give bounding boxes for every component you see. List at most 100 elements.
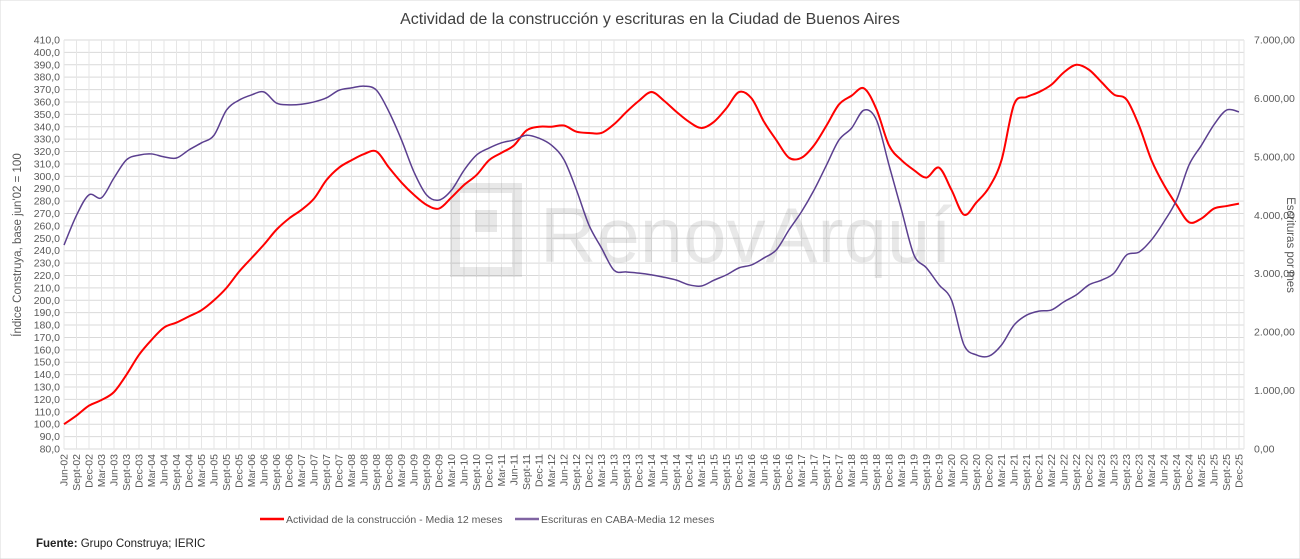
y-left-tick-label: 210,0 xyxy=(34,282,60,294)
legend-label-construccion: Actividad de la construcción - Media 12 … xyxy=(286,514,503,526)
x-tick-label: Sept-07 xyxy=(321,454,333,491)
x-tick-label: Jun-11 xyxy=(509,454,521,485)
y-left-tick-label: 80,0 xyxy=(40,444,61,456)
y-left-tick-label: 370,0 xyxy=(34,84,60,96)
y-left-tick-label: 300,0 xyxy=(34,171,60,183)
y-axis-right-label: Escrituras por mes xyxy=(1284,197,1296,293)
x-tick-label: Sept-11 xyxy=(521,454,533,490)
y-right-tick-label: 5.000,00 xyxy=(1254,151,1295,163)
y-left-tick-label: 310,0 xyxy=(34,158,60,170)
x-tick-label: Sept-10 xyxy=(471,454,483,491)
x-tick-label: Dec-11 xyxy=(534,454,546,487)
x-tick-label: Jun-21 xyxy=(1009,454,1021,486)
x-tick-label: Jun-13 xyxy=(609,454,621,486)
y-right-tick-label: 0,00 xyxy=(1254,444,1275,456)
x-tick-label: Jun-05 xyxy=(209,454,221,486)
x-tick-label: Dec-05 xyxy=(234,454,246,488)
y-axis-left-label: Índice Construya, base jun'02 = 100 xyxy=(11,153,24,336)
x-tick-label: Jun-22 xyxy=(1059,454,1071,486)
source-label: Fuente: xyxy=(36,538,78,550)
x-tick-label: Sept-23 xyxy=(1121,454,1133,491)
x-tick-label: Dec-23 xyxy=(1134,454,1146,488)
x-tick-label: Mar-11 xyxy=(496,454,508,487)
y-left-tick-label: 410,0 xyxy=(34,35,60,47)
y-left-tick-label: 170,0 xyxy=(34,332,60,344)
y-right-tick-label: 6.000,00 xyxy=(1254,93,1295,105)
y-left-tick-label: 280,0 xyxy=(34,196,60,208)
x-tick-label: Dec-14 xyxy=(684,454,696,488)
x-tick-label: Sept-08 xyxy=(371,454,383,491)
x-tick-label: Mar-09 xyxy=(396,454,408,487)
series-lines xyxy=(63,63,1240,426)
y-left-tick-label: 260,0 xyxy=(34,220,60,232)
x-tick-label: Sept-18 xyxy=(871,454,883,491)
x-tick-label: Dec-20 xyxy=(984,454,996,488)
x-tick-label: Dec-02 xyxy=(84,454,96,488)
x-tick-label: Dec-17 xyxy=(834,454,846,488)
y-left-tick-label: 160,0 xyxy=(34,344,60,356)
x-tick-label: Sept-05 xyxy=(221,454,233,491)
x-tick-label: Jun-20 xyxy=(959,454,971,486)
x-tick-label: Sept-13 xyxy=(621,454,633,491)
x-tick-label: Mar-23 xyxy=(1096,454,1108,487)
y-left-tick-label: 320,0 xyxy=(34,146,60,158)
y-left-tick-label: 290,0 xyxy=(34,183,60,195)
y-right-tick-label: 3.000,00 xyxy=(1254,268,1295,280)
x-tick-label: Jun-18 xyxy=(859,454,871,486)
svg-text:RenovArquí: RenovArquí xyxy=(540,191,952,279)
x-tick-label: Mar-06 xyxy=(246,454,258,487)
y-left-tick-label: 120,0 xyxy=(34,394,60,406)
x-tick-label: Dec-06 xyxy=(284,454,296,488)
x-tick-label: Sept-16 xyxy=(771,454,783,491)
y-left-tick-label: 380,0 xyxy=(34,72,60,84)
x-tick-label: Mar-05 xyxy=(196,454,208,487)
x-tick-label: Jun-14 xyxy=(659,454,671,486)
x-tick-label: Jun-03 xyxy=(109,454,121,486)
x-tick-label: Jun-09 xyxy=(409,454,421,486)
x-tick-label: Jun-17 xyxy=(809,454,821,486)
x-tick-label: Sept-14 xyxy=(671,454,683,491)
x-tick-label: Jun-23 xyxy=(1109,454,1121,486)
x-tick-label: Dec-24 xyxy=(1184,454,1196,488)
x-tick-label: Mar-25 xyxy=(1196,454,1208,487)
y-left-tick-label: 140,0 xyxy=(34,369,60,381)
y-left-tick-label: 220,0 xyxy=(34,270,60,282)
x-tick-label: Jun-07 xyxy=(309,454,321,486)
x-tick-label: Dec-25 xyxy=(1234,454,1246,488)
y-left-tick-label: 150,0 xyxy=(34,357,60,369)
y-left-tick-label: 200,0 xyxy=(34,295,60,307)
y-left-tick-label: 340,0 xyxy=(34,121,60,133)
x-tick-label: Jun-02 xyxy=(59,454,71,486)
x-tick-label: Mar-17 xyxy=(796,454,808,487)
x-tick-label: Mar-19 xyxy=(896,454,908,487)
x-tick-label: Sept-21 xyxy=(1021,454,1033,491)
x-tick-label: Jun-16 xyxy=(759,454,771,486)
x-tick-label: Sept-09 xyxy=(421,454,433,491)
y-right-tick-label: 1.000,00 xyxy=(1254,385,1295,397)
x-tick-label: Dec-10 xyxy=(484,454,496,488)
x-tick-label: Sept-22 xyxy=(1071,454,1083,491)
y-left-tick-label: 230,0 xyxy=(34,258,60,270)
x-tick-label: Sept-02 xyxy=(71,454,83,491)
x-tick-label: Sept-15 xyxy=(721,454,733,491)
y-left-tick-label: 360,0 xyxy=(34,96,60,108)
source-note: Fuente: Grupo Construya; IERIC xyxy=(36,538,205,550)
x-tick-label: Sept-17 xyxy=(821,454,833,491)
x-tick-label: Mar-18 xyxy=(846,454,858,487)
x-tick-label: Dec-18 xyxy=(884,454,896,488)
x-tick-label: Dec-12 xyxy=(584,454,596,488)
x-tick-label: Mar-15 xyxy=(696,454,708,487)
x-tick-label: Mar-08 xyxy=(346,454,358,487)
y-left-tick-label: 400,0 xyxy=(34,47,60,59)
x-tick-label: Dec-21 xyxy=(1034,454,1046,488)
y-left-tick-label: 390,0 xyxy=(34,59,60,71)
x-axis-ticks: Jun-02 Sept-02 Dec-02 Mar-03 Jun-03 Sept-03 De… xyxy=(59,454,1246,491)
x-tick-label: Sept-03 xyxy=(121,454,133,491)
x-tick-label: Sept-04 xyxy=(171,454,183,491)
x-tick-label: Mar-21 xyxy=(996,454,1008,487)
x-tick-label: Mar-14 xyxy=(646,454,658,487)
x-tick-label: Dec-22 xyxy=(1084,454,1096,488)
series-line-escrituras xyxy=(63,85,1240,358)
x-tick-label: Sept-20 xyxy=(971,454,983,491)
